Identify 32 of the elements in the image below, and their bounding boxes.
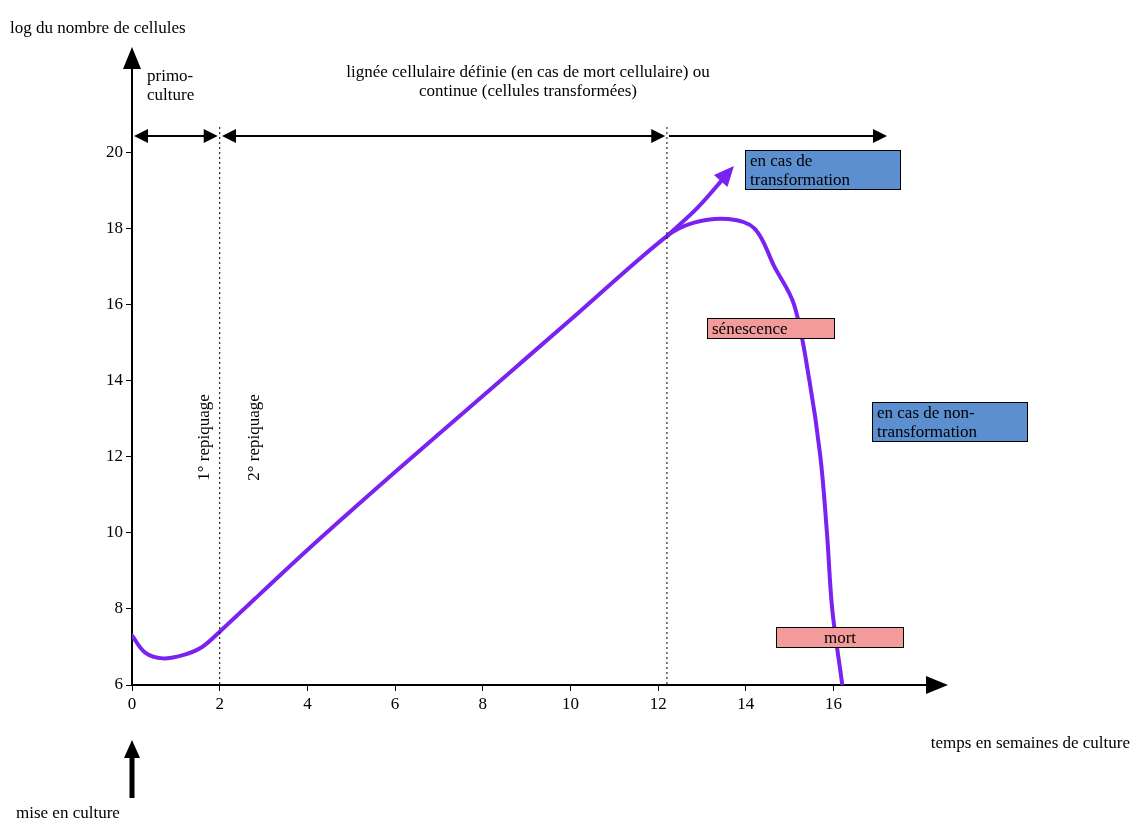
annotation: 1° repiquage <box>193 393 213 481</box>
x-tick-label: 8 <box>478 693 488 713</box>
y-tick-label: 14 <box>106 370 124 390</box>
x-tick-label: 14 <box>737 693 755 713</box>
label-box: sénescence <box>707 318 835 339</box>
annotation: en cas de transformation <box>750 151 852 189</box>
x-tick-label: 16 <box>825 693 843 713</box>
label-box: mort <box>776 627 904 648</box>
label-box: en cas de transformation <box>745 150 901 190</box>
y-tick-label: 10 <box>106 522 123 542</box>
y-tick-label: 8 <box>114 598 123 618</box>
y-tick-label: 18 <box>106 218 123 238</box>
annotation: mort <box>822 628 858 647</box>
x-axis-title: temps en semaines de culture <box>930 733 1130 752</box>
x-tick-label: 6 <box>390 693 400 713</box>
y-tick-label: 12 <box>106 446 123 466</box>
text: mise en culture <box>16 803 120 822</box>
x-tick-label: 12 <box>649 693 667 713</box>
x-tick-label: 10 <box>561 693 579 713</box>
y-tick-label: 6 <box>114 674 123 694</box>
y-tick-label: 20 <box>106 141 123 161</box>
annotation: primo-culture <box>147 66 196 104</box>
annotation: sénescence <box>712 319 789 338</box>
x-tick-label: 4 <box>303 693 313 713</box>
annotation: lignée cellulaire définie (en cas de mort cellulaire) ou continue (cellules transformées) <box>345 62 711 100</box>
y-axis-title: log du nombre de cellules <box>10 18 186 37</box>
annotation: en cas de non-transformation <box>877 403 979 441</box>
label-box: en cas de non-transformation <box>872 402 1028 442</box>
annotation: 2° repiquage <box>243 393 263 481</box>
x-tick-label: 2 <box>215 693 224 713</box>
y-tick-label: 16 <box>106 294 123 314</box>
x-tick-label: 0 <box>127 693 137 713</box>
